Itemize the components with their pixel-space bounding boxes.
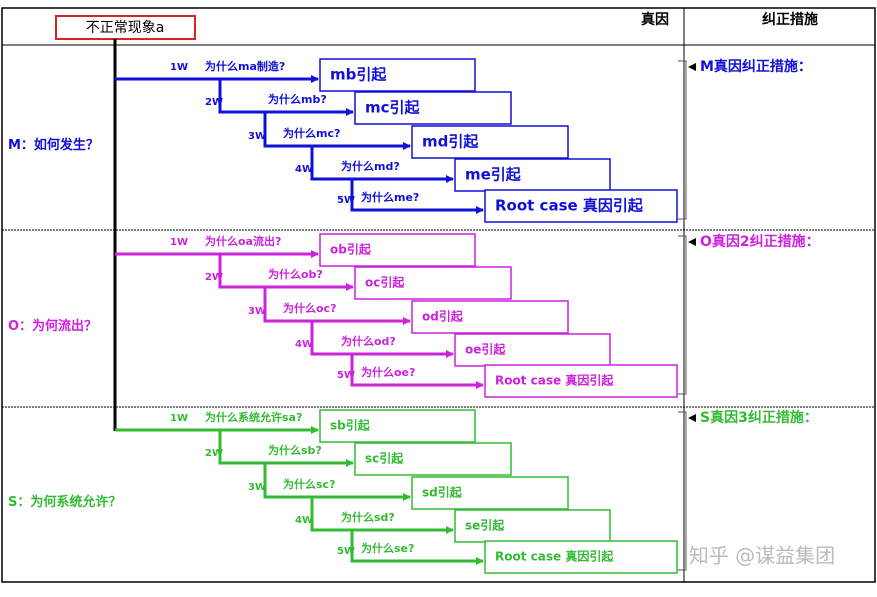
cause: mc引起	[365, 99, 421, 117]
cause-box	[484, 540, 678, 574]
bracket	[678, 235, 687, 395]
question: 为什么mc?	[283, 126, 340, 140]
step-arrow	[218, 79, 354, 116]
cause: oe引起	[465, 342, 506, 357]
cause-box	[354, 266, 512, 300]
cause-box	[319, 409, 476, 443]
step-arrow	[263, 287, 411, 325]
question: 为什么sc?	[283, 477, 335, 491]
section-label: S：为何系统允许？	[8, 494, 121, 510]
cause: Root case 真因引起	[495, 549, 614, 564]
level: 1W	[170, 413, 188, 424]
cause-box	[319, 233, 476, 267]
cause: me引起	[465, 166, 522, 184]
cause-box	[319, 58, 476, 92]
step-arrow	[310, 321, 454, 358]
cause-box	[454, 509, 611, 543]
level: 1W	[170, 237, 188, 248]
question: 为什么oa流出?	[205, 234, 281, 248]
level: 1W	[170, 62, 188, 73]
question: 为什么md?	[341, 159, 400, 173]
cause-box	[354, 442, 512, 476]
action: O真因2纠正措施：	[700, 233, 820, 250]
question: 为什么mb?	[268, 92, 327, 106]
bracket-arrow	[688, 63, 696, 71]
step-arrow	[263, 112, 411, 150]
cause-box	[411, 125, 569, 159]
question: 为什么ob?	[268, 267, 323, 281]
section-label: M：如何发生？	[8, 137, 99, 153]
question: 为什么系统允许sa?	[205, 410, 302, 424]
question: 为什么od?	[341, 334, 396, 348]
cause: sb引起	[330, 418, 371, 433]
action: S真因3纠正措施：	[700, 409, 818, 426]
step-arrow	[350, 354, 484, 389]
question: 为什么me?	[361, 190, 419, 204]
bracket	[678, 60, 687, 220]
level: 4W	[295, 164, 313, 175]
level: 5W	[337, 195, 355, 206]
action: M真因纠正措施：	[700, 58, 812, 75]
cause: oc引起	[365, 275, 405, 290]
watermark: 知乎 @谋益集团	[689, 544, 835, 568]
bracket-arrow	[688, 414, 696, 422]
question: 为什么sd?	[341, 510, 395, 524]
cause: sd引起	[422, 485, 463, 500]
level: 2W	[205, 448, 223, 459]
level: 5W	[337, 370, 355, 381]
cause-box	[411, 476, 569, 510]
phenomenon-box	[55, 15, 196, 40]
bracket-arrow	[688, 238, 696, 246]
table-border	[1, 7, 876, 583]
step-arrow	[218, 430, 354, 467]
cause: ob引起	[330, 242, 372, 257]
section-label: O：为何流出？	[8, 318, 97, 334]
level: 2W	[205, 272, 223, 283]
level: 4W	[295, 515, 313, 526]
cause: Root case 真因引起	[495, 197, 644, 215]
action-column: 纠正措施	[762, 11, 818, 28]
cause: sc引起	[365, 451, 404, 466]
cause-box	[354, 91, 512, 125]
step-arrow	[310, 146, 454, 183]
step-arrow	[263, 463, 411, 501]
question: 为什么oc?	[283, 301, 336, 315]
cause: Root case 真因引起	[495, 373, 614, 388]
question: 为什么sb?	[268, 443, 322, 457]
bracket	[678, 411, 687, 571]
step-arrow	[350, 179, 484, 214]
cause: mb引起	[330, 66, 387, 84]
cause-box	[484, 364, 678, 398]
step-arrow	[310, 497, 454, 534]
cause: md引起	[422, 133, 479, 151]
level: 3W	[248, 482, 266, 493]
question: 为什么se?	[361, 541, 414, 555]
cause-box	[411, 300, 569, 334]
step-arrow	[350, 530, 484, 565]
cause-column: 真因	[641, 11, 669, 28]
cause: od引起	[422, 309, 464, 324]
phenomenon: 不正常现象a	[86, 20, 165, 36]
level: 5W	[337, 546, 355, 557]
question: 为什么ma制造?	[205, 59, 285, 73]
level: 3W	[248, 306, 266, 317]
level: 2W	[205, 97, 223, 108]
level: 4W	[295, 339, 313, 350]
cause: se引起	[465, 518, 505, 533]
question: 为什么oe?	[361, 365, 415, 379]
level: 3W	[248, 131, 266, 142]
step-arrow	[218, 254, 354, 291]
cause-box	[454, 333, 611, 367]
cause-box	[484, 189, 678, 223]
